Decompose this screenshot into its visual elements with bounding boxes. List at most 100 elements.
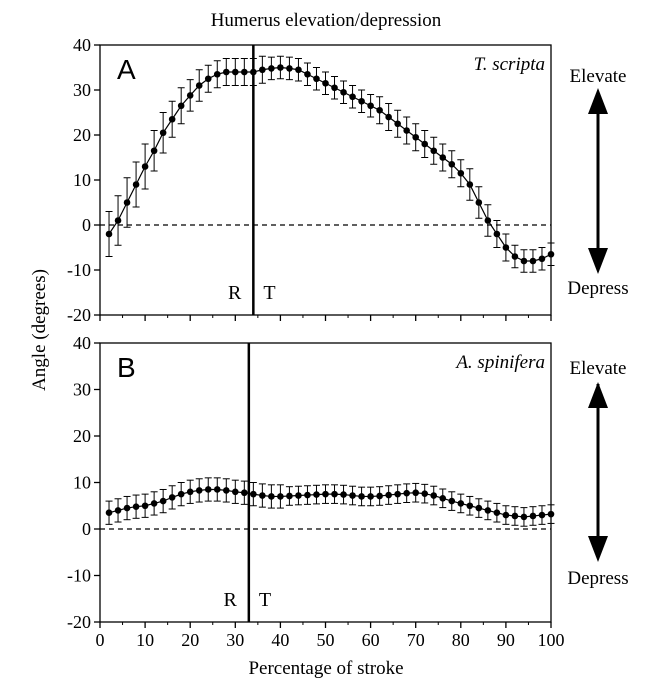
data-point <box>385 491 392 499</box>
x-tick-label: 60 <box>362 630 380 650</box>
x-tick-label: 80 <box>452 630 470 650</box>
x-tick-label: 0 <box>96 630 105 650</box>
data-point <box>277 64 284 71</box>
data-point <box>250 490 257 498</box>
data-point <box>367 102 374 110</box>
data-point <box>259 66 266 74</box>
panel-letter: A <box>117 54 136 85</box>
x-tick-label: 40 <box>271 630 289 650</box>
data-point <box>232 488 239 496</box>
y-tick-label: -10 <box>67 260 91 280</box>
transition-label-t: T <box>259 589 271 611</box>
y-tick-label: -20 <box>67 612 91 632</box>
data-point <box>430 492 438 499</box>
data-point <box>466 181 474 188</box>
data-point <box>141 163 149 170</box>
data-point <box>376 492 383 500</box>
data-point <box>358 493 365 500</box>
data-point <box>475 504 483 512</box>
data-point <box>493 509 501 517</box>
data-point <box>123 199 131 206</box>
figure-title: Humerus elevation/depression <box>211 10 442 31</box>
data-point <box>259 492 266 499</box>
y-tick-label: 10 <box>73 473 91 493</box>
data-point <box>448 160 456 168</box>
species-label: A. spinifera <box>454 352 545 373</box>
data-point <box>295 66 302 74</box>
data-point <box>457 169 465 177</box>
data-point <box>466 502 474 510</box>
data-point <box>268 65 275 72</box>
data-point <box>213 70 221 78</box>
data-point <box>168 494 176 501</box>
data-point <box>502 244 510 251</box>
y-tick-label: -10 <box>67 566 91 586</box>
arrow-down-icon <box>588 536 608 562</box>
data-point <box>168 115 176 123</box>
data-point <box>376 106 383 114</box>
x-axis-label: Percentage of stroke <box>248 658 403 679</box>
data-point <box>114 217 122 224</box>
data-point <box>511 512 519 520</box>
x-tick-label: 30 <box>226 630 244 650</box>
y-tick-label: 10 <box>73 170 91 190</box>
species-label: T. scripta <box>474 54 545 75</box>
y-tick-label: 0 <box>82 215 91 235</box>
data-point <box>105 509 113 517</box>
data-point <box>331 84 338 92</box>
data-point <box>186 92 194 99</box>
data-point <box>538 255 546 263</box>
data-point <box>520 257 528 265</box>
data-point <box>141 502 149 510</box>
data-point <box>484 507 492 514</box>
data-point <box>421 140 429 148</box>
data-point <box>511 253 519 260</box>
y-tick-label: 40 <box>73 35 91 55</box>
y-tick-label: 20 <box>73 426 91 446</box>
data-point <box>232 68 239 76</box>
data-point <box>241 489 248 497</box>
data-point <box>313 491 320 498</box>
data-point <box>520 513 528 521</box>
y-tick-label: 0 <box>82 519 91 539</box>
x-tick-label: 90 <box>497 630 515 650</box>
elevate-label-bottom: Elevate <box>570 358 627 379</box>
data-point <box>132 181 140 188</box>
data-point <box>403 489 410 497</box>
data-point <box>547 510 555 518</box>
depress-label-bottom: Depress <box>567 568 628 589</box>
data-point <box>295 492 302 499</box>
data-point <box>195 82 203 89</box>
data-point <box>484 217 492 224</box>
data-point <box>439 495 447 502</box>
series-line <box>108 66 552 262</box>
data-point <box>430 147 438 155</box>
arrow-down-icon <box>588 248 608 274</box>
data-point <box>475 199 483 206</box>
data-point <box>529 512 537 520</box>
data-point <box>286 492 293 500</box>
panel-letter: B <box>117 352 136 383</box>
data-point <box>159 129 167 137</box>
direction-indicator-bottom: Elevate Depress <box>567 358 628 589</box>
data-point <box>340 88 347 96</box>
data-point <box>105 230 113 238</box>
data-point <box>340 491 347 498</box>
x-tick-label: 70 <box>407 630 425 650</box>
x-tick-label: 10 <box>136 630 154 650</box>
data-point <box>448 497 456 505</box>
data-point <box>394 120 401 128</box>
data-point <box>222 68 230 76</box>
data-point <box>349 492 356 499</box>
data-point <box>277 493 284 500</box>
y-tick-label: 20 <box>73 125 91 145</box>
data-point <box>222 487 230 494</box>
plot-frame <box>99 342 552 623</box>
x-tick-label: 100 <box>538 630 565 650</box>
y-tick-label: -20 <box>67 305 91 325</box>
data-point <box>358 97 365 105</box>
data-point <box>114 507 122 514</box>
data-point <box>286 65 293 72</box>
